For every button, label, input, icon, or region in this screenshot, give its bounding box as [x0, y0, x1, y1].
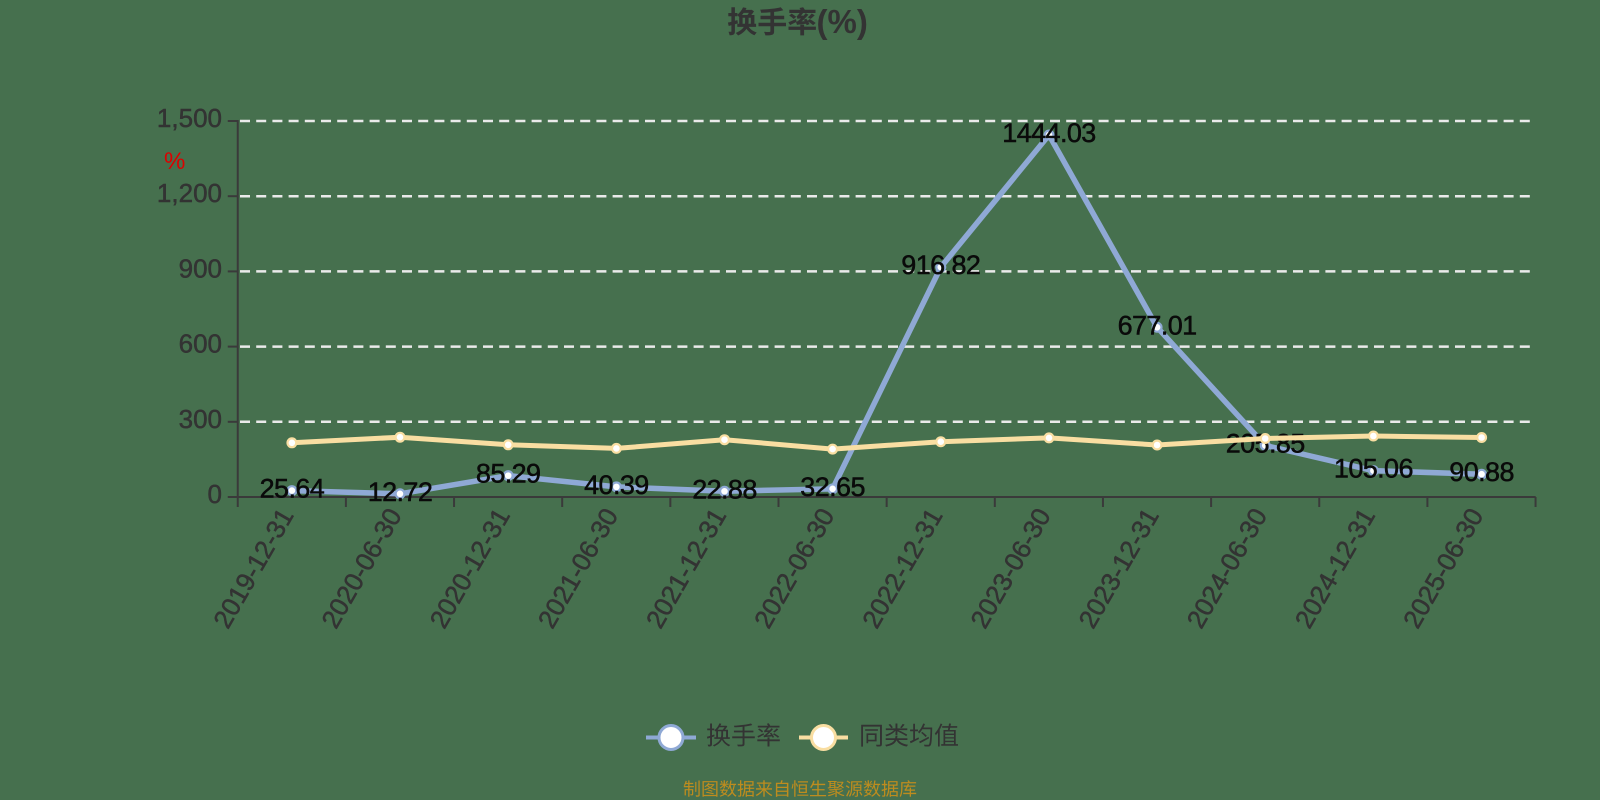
svg-text:90.88: 90.88 — [1449, 457, 1514, 487]
svg-text:677.01: 677.01 — [1118, 310, 1197, 340]
svg-text:32.65: 32.65 — [800, 472, 865, 502]
svg-text:85.29: 85.29 — [476, 459, 541, 489]
svg-text:105.06: 105.06 — [1334, 454, 1413, 484]
svg-text:40.39: 40.39 — [584, 470, 649, 500]
svg-text:0: 0 — [208, 479, 222, 509]
svg-text:1,200: 1,200 — [157, 178, 222, 208]
svg-text:%: % — [164, 148, 185, 175]
svg-text:22.88: 22.88 — [692, 474, 757, 504]
svg-text:12.72: 12.72 — [368, 477, 433, 507]
svg-text:25.64: 25.64 — [260, 474, 325, 504]
svg-text:900: 900 — [179, 253, 222, 283]
svg-text:916.82: 916.82 — [901, 250, 980, 280]
svg-text:(%): (%) — [817, 3, 868, 40]
svg-text:1,500: 1,500 — [157, 103, 222, 133]
svg-text:300: 300 — [179, 404, 222, 434]
svg-text:1444.03: 1444.03 — [1002, 118, 1095, 148]
svg-text:600: 600 — [179, 329, 222, 359]
